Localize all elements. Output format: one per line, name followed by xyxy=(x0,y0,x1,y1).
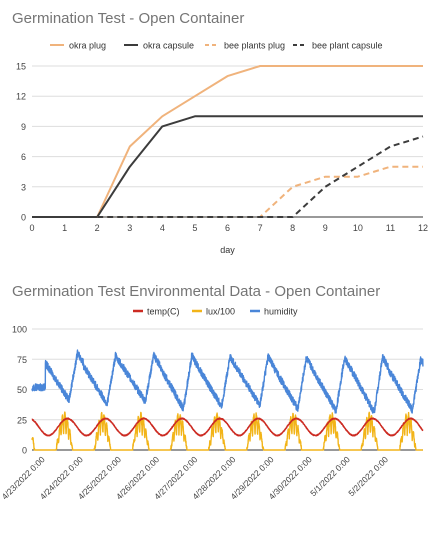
series-line-temp-c xyxy=(31,417,424,437)
y-tick-label: 3 xyxy=(21,182,26,192)
x-tick-label: 7 xyxy=(258,223,263,233)
y-tick-label: 6 xyxy=(21,152,26,162)
legend-label-okra-capsule: okra capsule xyxy=(143,41,194,51)
legend-label-humidity: humidity xyxy=(264,307,298,317)
x-tick-label: 8 xyxy=(290,223,295,233)
x-tick-label: 4 xyxy=(160,223,165,233)
y-tick-label: 50 xyxy=(17,385,27,395)
legend-label-okra-plug: okra plug xyxy=(69,41,106,51)
chart2-title: Germination Test Environmental Data - Op… xyxy=(12,283,381,300)
y-tick-label: 15 xyxy=(16,62,26,72)
legend-label-temp-c: temp(C) xyxy=(147,307,180,317)
x-tick-label: 2 xyxy=(95,223,100,233)
series-line-humidity xyxy=(31,349,424,414)
x-tick-label: 5 xyxy=(192,223,197,233)
x-axis-label: day xyxy=(220,245,235,255)
x-tick-label: 6 xyxy=(225,223,230,233)
series-line-lux-100 xyxy=(31,411,424,451)
x-tick-label: 3 xyxy=(127,223,132,233)
x-tick-label: 12 xyxy=(418,223,428,233)
y-tick-label: 100 xyxy=(12,325,27,335)
chart1-title: Germination Test - Open Container xyxy=(12,10,245,27)
y-tick-label: 0 xyxy=(22,446,27,456)
x-tick-label: 1 xyxy=(62,223,67,233)
series-line-bee-plant-capsule xyxy=(97,135,424,218)
x-tick-label: 11 xyxy=(386,223,395,233)
y-tick-label: 9 xyxy=(21,122,26,132)
x-tick-label: 5/2/2022 0:00 xyxy=(346,454,390,498)
legend-label-bee-plant-capsule: bee plant capsule xyxy=(312,41,383,51)
y-tick-label: 25 xyxy=(17,415,27,425)
legend-label-bee-plants-plug: bee plants plug xyxy=(224,41,285,51)
y-tick-label: 0 xyxy=(21,213,26,223)
legend-label-lux-100: lux/100 xyxy=(206,307,235,317)
y-tick-label: 12 xyxy=(16,92,26,102)
x-tick-label: 0 xyxy=(29,223,34,233)
y-tick-label: 75 xyxy=(17,355,27,365)
x-tick-label: 9 xyxy=(323,223,328,233)
x-tick-label: 10 xyxy=(353,223,363,233)
